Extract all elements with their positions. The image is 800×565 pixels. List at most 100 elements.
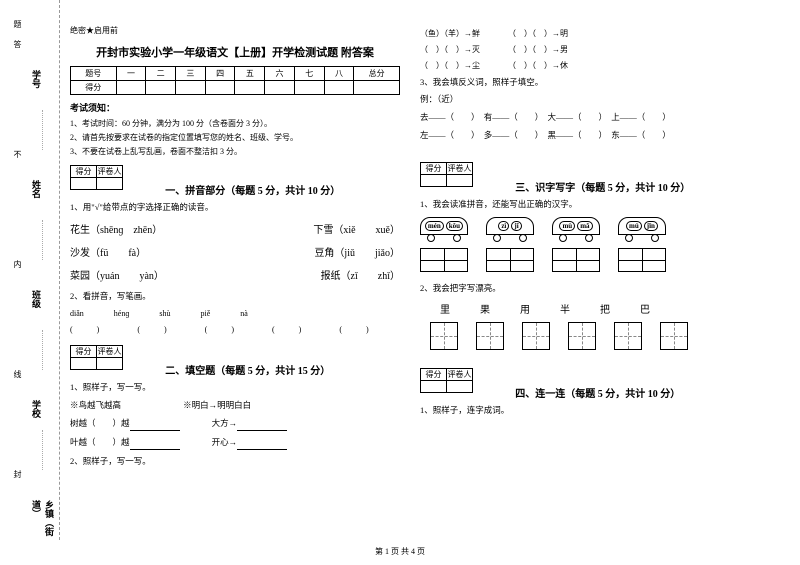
bind-field: 学校 bbox=[30, 400, 43, 418]
car-py: mú bbox=[626, 221, 642, 231]
char: 里 bbox=[440, 301, 450, 316]
mt-c2: 评卷人 bbox=[97, 165, 123, 177]
th: 六 bbox=[265, 67, 295, 81]
mt-c1: 得分 bbox=[421, 163, 447, 175]
left-column: 绝密★启用前 开封市实验小学一年级语文【上册】开学检测试题 附答案 题号 一 二… bbox=[70, 25, 400, 471]
secret-label: 绝密★启用前 bbox=[70, 25, 400, 36]
answer-box bbox=[552, 248, 600, 272]
exam-title: 开封市实验小学一年级语文【上册】开学检测试题 附答案 bbox=[70, 44, 400, 60]
answer-box bbox=[420, 248, 468, 272]
wheel-icon bbox=[427, 234, 435, 242]
tian-box bbox=[430, 322, 458, 350]
ex2: ※明白→明明白白 bbox=[183, 400, 251, 410]
char: 巴 bbox=[640, 301, 650, 316]
pinyin-item: 花生（shēnɡ zhēn） bbox=[70, 221, 162, 236]
antonym-row: 左——（ ） 多——（ ） 黑——（ ） 东——（ ） bbox=[420, 129, 790, 143]
blank-line bbox=[237, 421, 287, 431]
py: diǎn bbox=[70, 309, 84, 318]
q2-1: 1、照样子，写一写。 bbox=[70, 381, 400, 394]
example-row: ※鸟越飞越高 ※明白→明明白白 bbox=[70, 399, 400, 413]
th: 七 bbox=[294, 67, 324, 81]
py: nà bbox=[240, 309, 248, 318]
py: shù bbox=[159, 309, 170, 318]
mt-c1: 得分 bbox=[71, 165, 97, 177]
th: 四 bbox=[205, 67, 235, 81]
fill-row: 树越（ ）越 大方→ bbox=[70, 417, 400, 431]
bind-mark: 封 bbox=[12, 470, 23, 478]
q1-2: 2、看拼音，写笔画。 bbox=[70, 290, 400, 303]
char: 半 bbox=[560, 301, 570, 316]
notice-line: 2、请首先按要求在试卷的指定位置填写您的姓名、班级、学号。 bbox=[70, 132, 400, 143]
bind-dots bbox=[42, 430, 43, 470]
answer-box-row bbox=[420, 248, 790, 272]
wheel-icon bbox=[625, 234, 633, 242]
arrow-line: （鱼）（羊）→鲜 （ ）（ ）→明 bbox=[420, 28, 790, 41]
th: 一 bbox=[116, 67, 146, 81]
mt-c2: 评卷人 bbox=[447, 368, 473, 380]
pinyin-row: 花生（shēnɡ zhēn） 下雪（xiě xuě） bbox=[70, 221, 400, 236]
car-py: mù bbox=[559, 221, 575, 231]
notice-line: 3、不要在试卷上乱写乱画，卷面不整洁扣 3 分。 bbox=[70, 146, 400, 157]
bind-mark: 内 bbox=[12, 260, 23, 268]
py: hénɡ bbox=[114, 309, 130, 318]
car-py: jǐ bbox=[511, 221, 521, 231]
pinyin-item: 下雪（xiě xuě） bbox=[313, 221, 400, 236]
py: piě bbox=[200, 309, 210, 318]
pinyin-blank-row: diǎn hénɡ shù piě nà bbox=[70, 309, 400, 318]
bind-dots bbox=[42, 330, 43, 370]
paren: ( ) bbox=[70, 324, 107, 335]
wheel-icon bbox=[559, 234, 567, 242]
car-py: zì bbox=[498, 221, 509, 231]
grader-table: 得分评卷人 bbox=[70, 165, 123, 190]
section-1-title: 一、拼音部分（每题 5 分，共计 10 分） bbox=[165, 182, 340, 197]
pinyin-item: 沙发（fü fà） bbox=[70, 244, 146, 259]
paren: ( ) bbox=[205, 324, 242, 335]
paren: ( ) bbox=[339, 324, 376, 335]
fill-row: 叶越（ ）越 开心→ bbox=[70, 436, 400, 450]
mt-c1: 得分 bbox=[71, 346, 97, 358]
train-car: mùmǎ bbox=[552, 217, 600, 242]
wheel-icon bbox=[453, 234, 461, 242]
score-table: 题号 一 二 三 四 五 六 七 八 总分 得分 bbox=[70, 66, 400, 95]
th: 题号 bbox=[71, 67, 117, 81]
bind-field: 姓名 bbox=[30, 180, 43, 198]
pinyin-item: 报纸（zǐ zhǐ） bbox=[321, 267, 400, 282]
q1-1: 1、用"√"给带点的字选择正确的读音。 bbox=[70, 201, 400, 214]
paren-row: ( ) ( ) ( ) ( ) ( ) bbox=[70, 324, 400, 335]
fa: 叶越（ ）越 bbox=[70, 437, 130, 447]
tian-box bbox=[568, 322, 596, 350]
answer-box bbox=[486, 248, 534, 272]
tian-box bbox=[476, 322, 504, 350]
car-py: mǎ bbox=[577, 221, 592, 231]
fa: 树越（ ）越 bbox=[70, 418, 130, 428]
pinyin-row: 菜园（yuán yàn） 报纸（zǐ zhǐ） bbox=[70, 267, 400, 282]
char: 用 bbox=[520, 301, 530, 316]
fb: 开心→ bbox=[212, 437, 238, 447]
right-column: （鱼）（羊）→鲜 （ ）（ ）→明 （ ）（ ）→灭 （ ）（ ）→男 （ ）（… bbox=[420, 25, 790, 420]
bind-dots bbox=[42, 110, 43, 150]
train-car: ménkǒu bbox=[420, 217, 468, 242]
char: 果 bbox=[480, 301, 490, 316]
fb: 大方→ bbox=[212, 418, 238, 428]
th: 八 bbox=[324, 67, 354, 81]
blank-line bbox=[237, 440, 287, 450]
section-2-title: 二、填空题（每题 5 分，共计 15 分） bbox=[165, 362, 330, 377]
binding-margin: 乡镇（街道） 封 学校 线 班级 内 姓名 不 学号 答 题 bbox=[0, 0, 60, 540]
example: 例：（近） bbox=[420, 93, 790, 106]
char: 把 bbox=[600, 301, 610, 316]
wheel-icon bbox=[493, 234, 501, 242]
wheel-icon bbox=[651, 234, 659, 242]
wheel-icon bbox=[585, 234, 593, 242]
bind-mark: 线 bbox=[12, 370, 23, 378]
q-antonym: 3、我会填反义词，照样子填空。 bbox=[420, 76, 790, 89]
paren: ( ) bbox=[272, 324, 309, 335]
grader-table: 得分评卷人 bbox=[420, 368, 473, 393]
bind-mark: 答 bbox=[12, 40, 23, 48]
th: 五 bbox=[235, 67, 265, 81]
th: 总分 bbox=[354, 67, 400, 81]
grader-table: 得分评卷人 bbox=[420, 162, 473, 187]
ex1: ※鸟越飞越高 bbox=[70, 400, 121, 410]
q4-1: 1、照样子，连字成词。 bbox=[420, 404, 790, 417]
blank-line bbox=[130, 421, 180, 431]
grader-table: 得分评卷人 bbox=[70, 345, 123, 370]
